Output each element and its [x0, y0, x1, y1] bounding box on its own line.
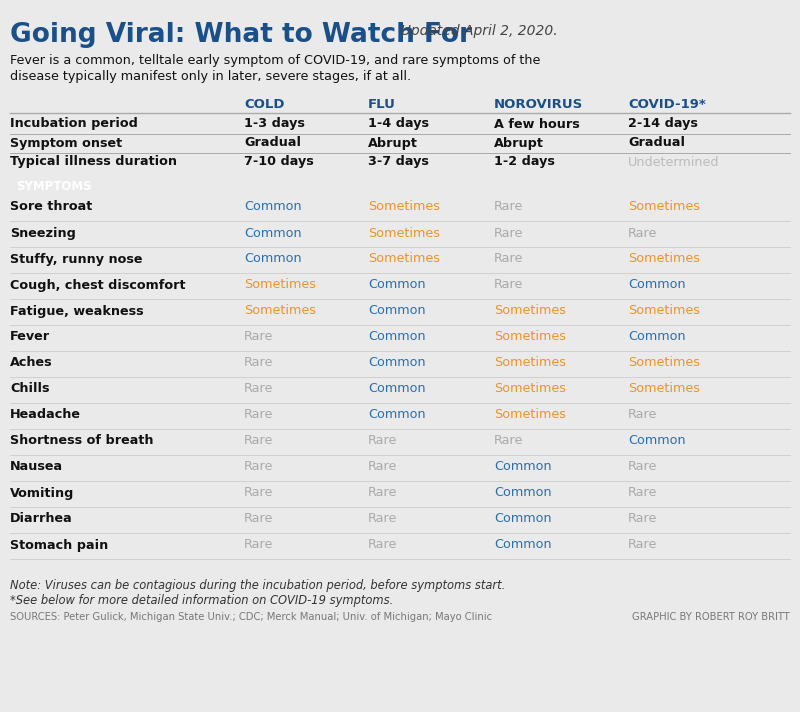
Text: Sneezing: Sneezing — [10, 226, 76, 239]
Text: Rare: Rare — [628, 461, 658, 473]
Text: Rare: Rare — [628, 226, 658, 239]
Text: Sometimes: Sometimes — [628, 253, 700, 266]
Text: Common: Common — [368, 382, 426, 395]
Text: Sometimes: Sometimes — [494, 330, 566, 343]
Text: Incubation period: Incubation period — [10, 117, 138, 130]
Text: Rare: Rare — [244, 330, 274, 343]
Text: Common: Common — [368, 305, 426, 318]
Text: Fever: Fever — [10, 330, 50, 343]
Text: Rare: Rare — [368, 513, 398, 525]
Text: Sometimes: Sometimes — [368, 201, 440, 214]
Text: Aches: Aches — [10, 357, 53, 370]
Text: NOROVIRUS: NOROVIRUS — [494, 98, 583, 111]
Text: Rare: Rare — [494, 253, 523, 266]
Text: 7-10 days: 7-10 days — [244, 155, 314, 169]
Text: Common: Common — [494, 513, 552, 525]
Text: Note: Viruses can be contagious during the incubation period, before symptoms st: Note: Viruses can be contagious during t… — [10, 579, 506, 592]
Text: Rare: Rare — [244, 486, 274, 500]
Text: Undetermined: Undetermined — [628, 155, 719, 169]
Text: Rare: Rare — [494, 201, 523, 214]
Text: Common: Common — [368, 357, 426, 370]
Text: Rare: Rare — [494, 434, 523, 448]
Text: Rare: Rare — [368, 434, 398, 448]
Text: Sometimes: Sometimes — [494, 382, 566, 395]
Text: Nausea: Nausea — [10, 461, 63, 473]
Text: Sometimes: Sometimes — [368, 253, 440, 266]
Text: Sometimes: Sometimes — [244, 278, 316, 291]
Text: FLU: FLU — [368, 98, 396, 111]
Text: A few hours: A few hours — [494, 117, 580, 130]
Text: Going Viral: What to Watch For: Going Viral: What to Watch For — [10, 22, 472, 48]
Text: Gradual: Gradual — [244, 137, 301, 150]
Text: Symptom onset: Symptom onset — [10, 137, 122, 150]
Text: Common: Common — [628, 330, 686, 343]
Text: Rare: Rare — [628, 486, 658, 500]
Text: Sometimes: Sometimes — [628, 201, 700, 214]
Text: Sometimes: Sometimes — [628, 357, 700, 370]
Text: 2-14 days: 2-14 days — [628, 117, 698, 130]
Text: Rare: Rare — [244, 538, 274, 552]
Text: Common: Common — [368, 330, 426, 343]
Text: Sometimes: Sometimes — [628, 382, 700, 395]
Text: Shortness of breath: Shortness of breath — [10, 434, 154, 448]
Text: Sometimes: Sometimes — [628, 305, 700, 318]
Text: Rare: Rare — [244, 409, 274, 422]
Text: Sometimes: Sometimes — [368, 226, 440, 239]
Text: 1-2 days: 1-2 days — [494, 155, 555, 169]
Text: Cough, chest discomfort: Cough, chest discomfort — [10, 278, 186, 291]
Text: Vomiting: Vomiting — [10, 486, 74, 500]
Text: Rare: Rare — [244, 357, 274, 370]
Text: Abrupt: Abrupt — [494, 137, 544, 150]
Text: Rare: Rare — [628, 409, 658, 422]
Text: Sometimes: Sometimes — [494, 357, 566, 370]
Text: Sore throat: Sore throat — [10, 201, 92, 214]
Text: Rare: Rare — [368, 486, 398, 500]
Text: Rare: Rare — [494, 226, 523, 239]
Text: 1-4 days: 1-4 days — [368, 117, 429, 130]
Text: Common: Common — [494, 461, 552, 473]
Text: Fever is a common, telltale early symptom of COVID-19, and rare symptoms of the: Fever is a common, telltale early sympto… — [10, 54, 540, 67]
Text: Rare: Rare — [244, 513, 274, 525]
Text: COVID-19*: COVID-19* — [628, 98, 706, 111]
Text: 1-3 days: 1-3 days — [244, 117, 305, 130]
Text: SYMPTOMS: SYMPTOMS — [16, 179, 92, 192]
Text: Fatigue, weakness: Fatigue, weakness — [10, 305, 144, 318]
Text: Headache: Headache — [10, 409, 81, 422]
Text: Rare: Rare — [368, 461, 398, 473]
Text: SOURCES: Peter Gulick, Michigan State Univ.; CDC; Merck Manual; Univ. of Michiga: SOURCES: Peter Gulick, Michigan State Un… — [10, 612, 492, 622]
Text: Common: Common — [244, 226, 302, 239]
Text: Sometimes: Sometimes — [494, 409, 566, 422]
Text: Updated April 2, 2020.: Updated April 2, 2020. — [392, 24, 558, 38]
Text: Rare: Rare — [244, 461, 274, 473]
Text: Chills: Chills — [10, 382, 50, 395]
Text: Sometimes: Sometimes — [494, 305, 566, 318]
Text: Stomach pain: Stomach pain — [10, 538, 108, 552]
Text: Rare: Rare — [244, 434, 274, 448]
Text: Common: Common — [368, 409, 426, 422]
Text: Rare: Rare — [244, 382, 274, 395]
Text: Common: Common — [494, 538, 552, 552]
Text: Diarrhea: Diarrhea — [10, 513, 73, 525]
Text: Common: Common — [628, 278, 686, 291]
Text: Stuffy, runny nose: Stuffy, runny nose — [10, 253, 142, 266]
Text: Typical illness duration: Typical illness duration — [10, 155, 177, 169]
Text: COLD: COLD — [244, 98, 285, 111]
Text: Rare: Rare — [628, 538, 658, 552]
Text: *See below for more detailed information on COVID-19 symptoms.: *See below for more detailed information… — [10, 594, 394, 607]
Text: Common: Common — [628, 434, 686, 448]
Text: Rare: Rare — [628, 513, 658, 525]
Text: 3-7 days: 3-7 days — [368, 155, 429, 169]
Text: GRAPHIC BY ROBERT ROY BRITT: GRAPHIC BY ROBERT ROY BRITT — [632, 612, 790, 622]
Text: Common: Common — [244, 201, 302, 214]
Text: Common: Common — [244, 253, 302, 266]
Text: Rare: Rare — [368, 538, 398, 552]
Text: Common: Common — [368, 278, 426, 291]
Text: Abrupt: Abrupt — [368, 137, 418, 150]
Text: Common: Common — [494, 486, 552, 500]
Text: disease typically manifest only in later, severe stages, if at all.: disease typically manifest only in later… — [10, 70, 411, 83]
Text: Gradual: Gradual — [628, 137, 685, 150]
Text: Rare: Rare — [494, 278, 523, 291]
Text: Sometimes: Sometimes — [244, 305, 316, 318]
